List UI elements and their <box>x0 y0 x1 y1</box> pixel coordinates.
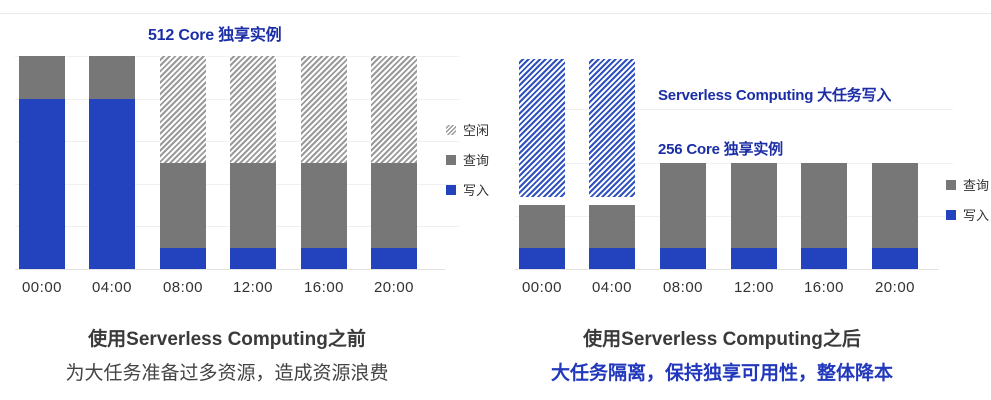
bar-segment-solid-gray <box>230 163 276 248</box>
right-chart-plot-area: 00:00 04:00 08:00 12:00 16:00 20:00 <box>515 56 953 296</box>
gridline <box>515 109 953 110</box>
legend-swatch-icon <box>946 179 956 190</box>
bar-segment-solid-blue <box>89 99 135 269</box>
bar-segment-hatch-gray <box>301 56 347 163</box>
legend-label: 空闲 <box>463 123 490 138</box>
x-axis-label: 12:00 <box>733 279 775 296</box>
bar-segment-hatch-blue <box>519 59 565 197</box>
bar-segment-solid-blue <box>19 99 65 269</box>
right-chart-serverless-annotation: Serverless Computing 大任务写入 <box>658 87 892 104</box>
bar-segment-solid-gray <box>89 56 135 99</box>
legend-item: 写入 <box>946 205 989 224</box>
bar-segment-solid-blue <box>731 248 777 269</box>
left-caption-title: 使用Serverless Computing之前 <box>88 329 366 350</box>
x-axis-label: 12:00 <box>232 279 274 296</box>
bar-segment-solid-gray <box>660 163 706 248</box>
legend-swatch-icon <box>446 154 456 165</box>
left-caption-subtitle: 为大任务准备过多资源，造成资源浪费 <box>65 363 389 384</box>
bar-segment-solid-blue <box>872 248 918 269</box>
legend-item: 查询 <box>946 175 989 194</box>
x-axis-label: 20:00 <box>874 279 916 296</box>
bar-segment-solid-gray <box>731 163 777 248</box>
right-caption-subtitle: 大任务隔离，保持独享可用性，整体降本 <box>550 363 893 384</box>
bar-segment-solid-gray <box>19 56 65 99</box>
right-caption-title: 使用Serverless Computing之后 <box>583 329 861 350</box>
x-axis-label: 04:00 <box>591 279 633 296</box>
bar-segment-solid-gray <box>589 205 635 248</box>
left-chart-legend: 空闲 查询 写入 <box>446 120 489 210</box>
legend-item: 写入 <box>446 180 489 199</box>
bar-segment-solid-blue <box>801 248 847 269</box>
legend-label: 写入 <box>963 208 990 223</box>
left-chart-plot-area: 00:00 04:00 08:00 12:00 16:00 20:00 <box>15 56 459 296</box>
bar-segment-solid-gray <box>371 163 417 248</box>
bar-segment-hatch-gray <box>160 56 206 163</box>
bar-segment-solid-blue <box>660 248 706 269</box>
x-axis-label: 00:00 <box>521 279 563 296</box>
x-axis-label: 00:00 <box>21 279 63 296</box>
bar-segment-solid-blue <box>160 248 206 269</box>
bar-segment-solid-gray <box>519 205 565 248</box>
x-axis-label: 16:00 <box>303 279 345 296</box>
bar-segment-solid-blue <box>230 248 276 269</box>
bar-segment-hatch-blue <box>589 59 635 197</box>
bar-segment-solid-gray <box>872 163 918 248</box>
bar-segment-solid-gray <box>160 163 206 248</box>
top-divider-line <box>0 13 991 14</box>
legend-label: 写入 <box>463 183 490 198</box>
x-axis-label: 04:00 <box>91 279 133 296</box>
right-chart-instance-annotation: 256 Core 独享实例 <box>658 141 783 158</box>
bar-segment-hatch-gray <box>230 56 276 163</box>
x-axis-label: 08:00 <box>662 279 704 296</box>
legend-swatch-icon <box>446 184 456 195</box>
legend-label: 查询 <box>963 178 990 193</box>
legend-item: 查询 <box>446 150 489 169</box>
x-axis-label: 16:00 <box>803 279 845 296</box>
bar-segment-solid-gray <box>801 163 847 248</box>
x-axis-label: 20:00 <box>373 279 415 296</box>
legend-item: 空闲 <box>446 120 489 139</box>
bar-segment-solid-blue <box>371 248 417 269</box>
left-chart-title: 512 Core 独享实例 <box>148 27 282 44</box>
right-chart-legend: 查询 写入 <box>946 175 989 235</box>
bar-segment-solid-gray <box>301 163 347 248</box>
x-axis-label: 08:00 <box>162 279 204 296</box>
bar-segment-solid-blue <box>589 248 635 269</box>
legend-label: 查询 <box>463 153 490 168</box>
bar-segment-solid-blue <box>519 248 565 269</box>
legend-swatch-icon <box>946 209 956 220</box>
legend-swatch-icon <box>446 124 456 135</box>
bar-segment-solid-blue <box>301 248 347 269</box>
bar-segment-hatch-gray <box>371 56 417 163</box>
